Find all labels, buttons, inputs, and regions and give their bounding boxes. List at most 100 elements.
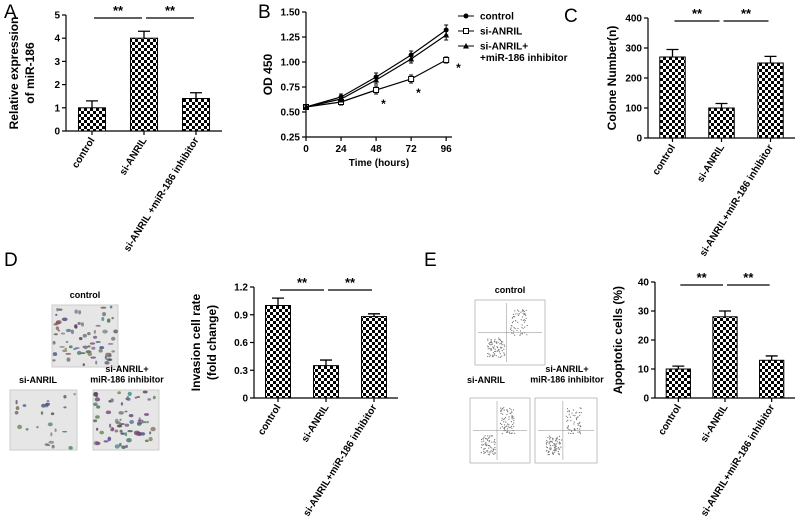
event bbox=[571, 412, 573, 414]
event bbox=[491, 441, 493, 443]
bar bbox=[361, 316, 387, 399]
event bbox=[503, 348, 505, 350]
event bbox=[524, 312, 526, 315]
event bbox=[487, 338, 489, 340]
event bbox=[514, 316, 516, 318]
event bbox=[555, 440, 557, 442]
cell bbox=[78, 310, 82, 315]
event bbox=[499, 343, 501, 345]
cell bbox=[65, 328, 72, 333]
event bbox=[521, 310, 524, 312]
cell bbox=[66, 357, 71, 362]
cell bbox=[93, 402, 98, 407]
y-axis-label: (fold change) bbox=[205, 305, 219, 380]
event bbox=[481, 441, 483, 443]
event bbox=[526, 324, 528, 327]
event bbox=[517, 309, 519, 311]
event bbox=[500, 412, 502, 414]
event bbox=[516, 329, 518, 332]
event bbox=[499, 353, 501, 355]
cell bbox=[136, 431, 142, 436]
significance-label: * bbox=[456, 61, 461, 75]
cell bbox=[55, 313, 58, 316]
cell bbox=[87, 332, 91, 336]
event bbox=[501, 433, 503, 435]
event bbox=[576, 419, 578, 421]
cell bbox=[102, 311, 107, 317]
cell bbox=[103, 440, 109, 443]
cell bbox=[61, 317, 68, 322]
error-bar bbox=[320, 359, 332, 366]
cell bbox=[65, 352, 72, 355]
cell bbox=[105, 410, 112, 415]
y-tick-label: 0.3 bbox=[234, 366, 248, 377]
event bbox=[509, 426, 511, 429]
event bbox=[499, 356, 502, 358]
cell bbox=[95, 360, 98, 365]
event bbox=[482, 440, 485, 442]
cell bbox=[47, 422, 53, 427]
event bbox=[501, 350, 503, 352]
event bbox=[556, 441, 558, 443]
cell bbox=[119, 429, 123, 433]
event bbox=[552, 452, 554, 455]
y-tick-label: 40 bbox=[638, 278, 650, 289]
error-bar bbox=[368, 313, 380, 317]
event bbox=[503, 424, 506, 426]
event bbox=[574, 428, 576, 431]
event bbox=[548, 443, 550, 445]
significance-label: ** bbox=[113, 3, 124, 18]
cell bbox=[56, 307, 59, 312]
event bbox=[558, 439, 560, 441]
event bbox=[489, 354, 491, 356]
cell bbox=[121, 445, 126, 449]
marker bbox=[463, 13, 469, 19]
cell bbox=[106, 318, 111, 323]
event bbox=[497, 341, 499, 343]
event bbox=[578, 411, 580, 414]
event bbox=[512, 430, 514, 432]
event bbox=[525, 314, 527, 317]
event bbox=[579, 407, 581, 409]
event bbox=[490, 348, 492, 350]
cell bbox=[62, 349, 68, 352]
event bbox=[552, 439, 554, 441]
cell bbox=[74, 309, 78, 314]
cell bbox=[52, 352, 58, 357]
event bbox=[510, 327, 512, 329]
cell bbox=[148, 436, 153, 442]
event bbox=[514, 310, 516, 312]
y-tick-label: 2 bbox=[54, 80, 60, 91]
marker bbox=[373, 87, 380, 93]
event bbox=[500, 410, 502, 412]
event bbox=[515, 319, 517, 322]
cell bbox=[111, 350, 116, 353]
event bbox=[578, 422, 580, 424]
cell bbox=[50, 432, 53, 437]
y-tick-label: 30 bbox=[638, 307, 650, 318]
marker bbox=[408, 76, 415, 82]
event bbox=[494, 350, 496, 352]
y-axis-label: Colone Number(n) bbox=[605, 26, 619, 131]
y-tick-label: 0 bbox=[242, 394, 248, 405]
cell bbox=[107, 343, 114, 345]
cell bbox=[119, 418, 122, 421]
event bbox=[548, 451, 550, 454]
event bbox=[503, 409, 505, 411]
event bbox=[512, 320, 514, 323]
event bbox=[507, 425, 509, 427]
event bbox=[548, 435, 551, 437]
event bbox=[492, 356, 494, 358]
cell bbox=[80, 352, 86, 355]
event bbox=[489, 342, 491, 344]
cell bbox=[126, 438, 132, 443]
event bbox=[488, 454, 491, 456]
y-tick-label: 0.50 bbox=[281, 108, 301, 119]
event bbox=[489, 343, 491, 346]
y-axis-label: of miR-186 bbox=[23, 42, 37, 104]
event bbox=[500, 342, 503, 344]
cell bbox=[87, 345, 91, 348]
event bbox=[568, 432, 570, 434]
event bbox=[501, 426, 503, 428]
cell bbox=[109, 423, 112, 428]
